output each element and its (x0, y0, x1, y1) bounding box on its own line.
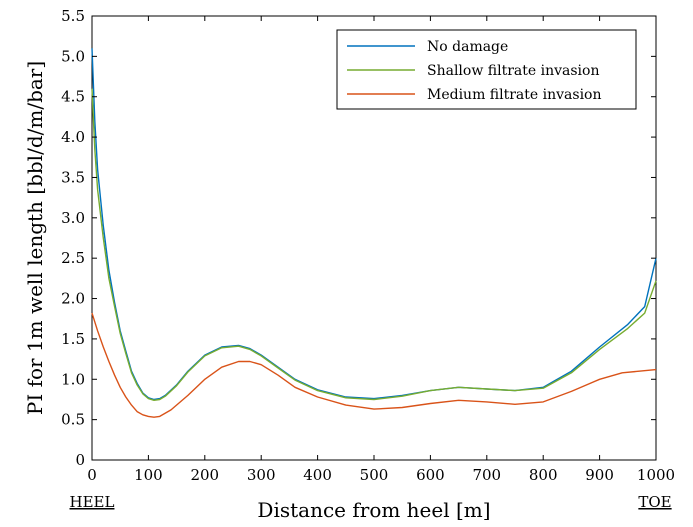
y-tick-label: 3.0 (61, 209, 85, 227)
x-tick-label: 200 (190, 466, 219, 484)
y-tick-label: 1.5 (61, 330, 85, 348)
y-tick-label: 0 (75, 451, 85, 469)
x-tick-label: 800 (529, 466, 558, 484)
plot-area: 0 100 200 300 400 500 600 700 800 900 1000 0 0.5 1.0… (61, 7, 675, 484)
y-tick-label: 3.5 (61, 168, 85, 186)
y-tick-label: 5.5 (61, 7, 85, 25)
y-tick-label: 0.5 (61, 411, 85, 429)
x-tick-label: 0 (87, 466, 97, 484)
x-tick-label: 100 (134, 466, 163, 484)
x-tick-label: 500 (360, 466, 389, 484)
y-tick-label: 2.5 (61, 249, 85, 267)
y-tick-label: 1.0 (61, 370, 85, 388)
x-tick-label: 400 (303, 466, 332, 484)
x-tick-label: 900 (585, 466, 614, 484)
y-tick-label: 4.0 (61, 128, 85, 146)
x-tick-label: 300 (247, 466, 276, 484)
legend-label-2: Shallow filtrate invasion (427, 63, 599, 79)
heel-end-label: HEEL (70, 493, 115, 511)
legend: No damage Shallow filtrate invasion Medium… (336, 29, 637, 110)
x-axis-label: Distance from heel [m] (257, 498, 490, 522)
x-tick-label: 600 (416, 466, 445, 484)
series-layer (91, 48, 657, 418)
x-tick-label: 1000 (637, 466, 675, 484)
y-tick-label: 4.5 (61, 88, 85, 106)
series-line-2 (91, 88, 657, 401)
legend-items: No damage Shallow filtrate invasion Medium… (347, 39, 602, 103)
x-axis-ticks: 0 100 200 300 400 500 600 700 800 900 1000 (87, 16, 675, 484)
legend-label-1: No damage (427, 39, 508, 55)
y-tick-label: 2.0 (61, 290, 85, 308)
legend-label-3: Medium filtrate invasion (427, 87, 602, 103)
y-tick-label: 5.0 (61, 47, 85, 65)
series-line-3 (91, 312, 657, 418)
y-axis-label: PI for 1m well length [bbl/d/m/bar] (23, 61, 47, 415)
y-axis-ticks: 0 0.5 1.0 1.5 2.0 2.5 3.0 3.5 4.0 4.5 5.0 5.5 (61, 7, 656, 469)
toe-end-label: TOE (638, 493, 671, 511)
x-tick-label: 700 (472, 466, 501, 484)
